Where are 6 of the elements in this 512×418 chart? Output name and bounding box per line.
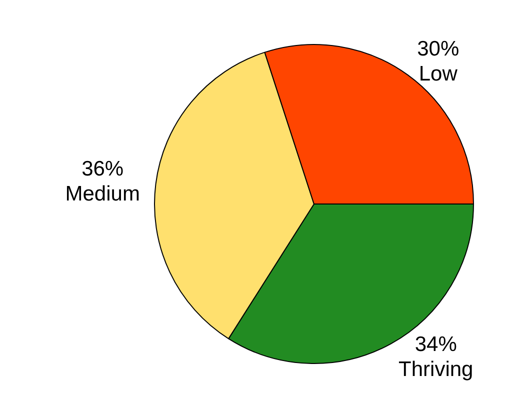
slice-label: Medium: [65, 182, 140, 206]
slice-label: Thriving: [398, 358, 474, 382]
data-label: 34%: [414, 333, 457, 356]
data-label: 30%: [417, 37, 460, 60]
slice-label: Low: [418, 62, 458, 86]
data-label: 36%: [82, 157, 124, 180]
